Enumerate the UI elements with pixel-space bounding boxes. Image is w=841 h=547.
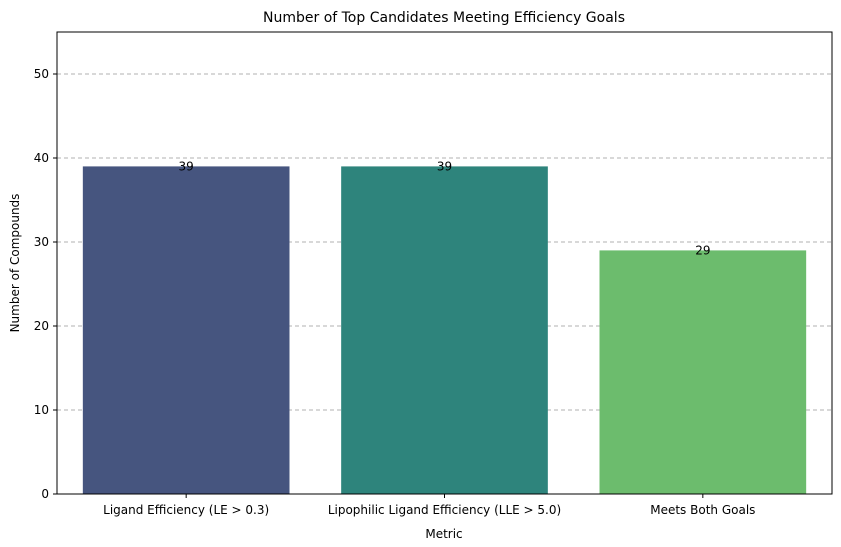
x-tick-label: Ligand Efficiency (LE > 0.3): [103, 503, 269, 517]
data-label: 29: [695, 243, 710, 257]
x-axis-label: Metric: [425, 527, 462, 541]
data-label: 39: [179, 159, 194, 173]
y-tick-label: 50: [34, 67, 49, 81]
bar: [599, 250, 807, 494]
y-tick-label: 30: [34, 235, 49, 249]
data-label: 39: [437, 159, 452, 173]
bars: [82, 166, 807, 494]
y-tick-label: 20: [34, 319, 49, 333]
y-axis-label: Number of Compounds: [8, 194, 22, 333]
y-tick-label: 40: [34, 151, 49, 165]
x-tick-label: Meets Both Goals: [650, 503, 755, 517]
bar: [341, 166, 548, 494]
x-axis: Ligand Efficiency (LE > 0.3) Lipophilic L…: [103, 494, 755, 517]
y-axis: 0 10 20 30 40 50: [34, 67, 57, 501]
bar: [82, 166, 290, 494]
data-labels: 39 39 29: [179, 159, 711, 257]
x-tick-label: Lipophilic Ligand Efficiency (LLE > 5.0): [328, 503, 561, 517]
y-tick-label: 0: [41, 487, 49, 501]
y-tick-label: 10: [34, 403, 49, 417]
chart-title: Number of Top Candidates Meeting Efficie…: [263, 10, 625, 26]
